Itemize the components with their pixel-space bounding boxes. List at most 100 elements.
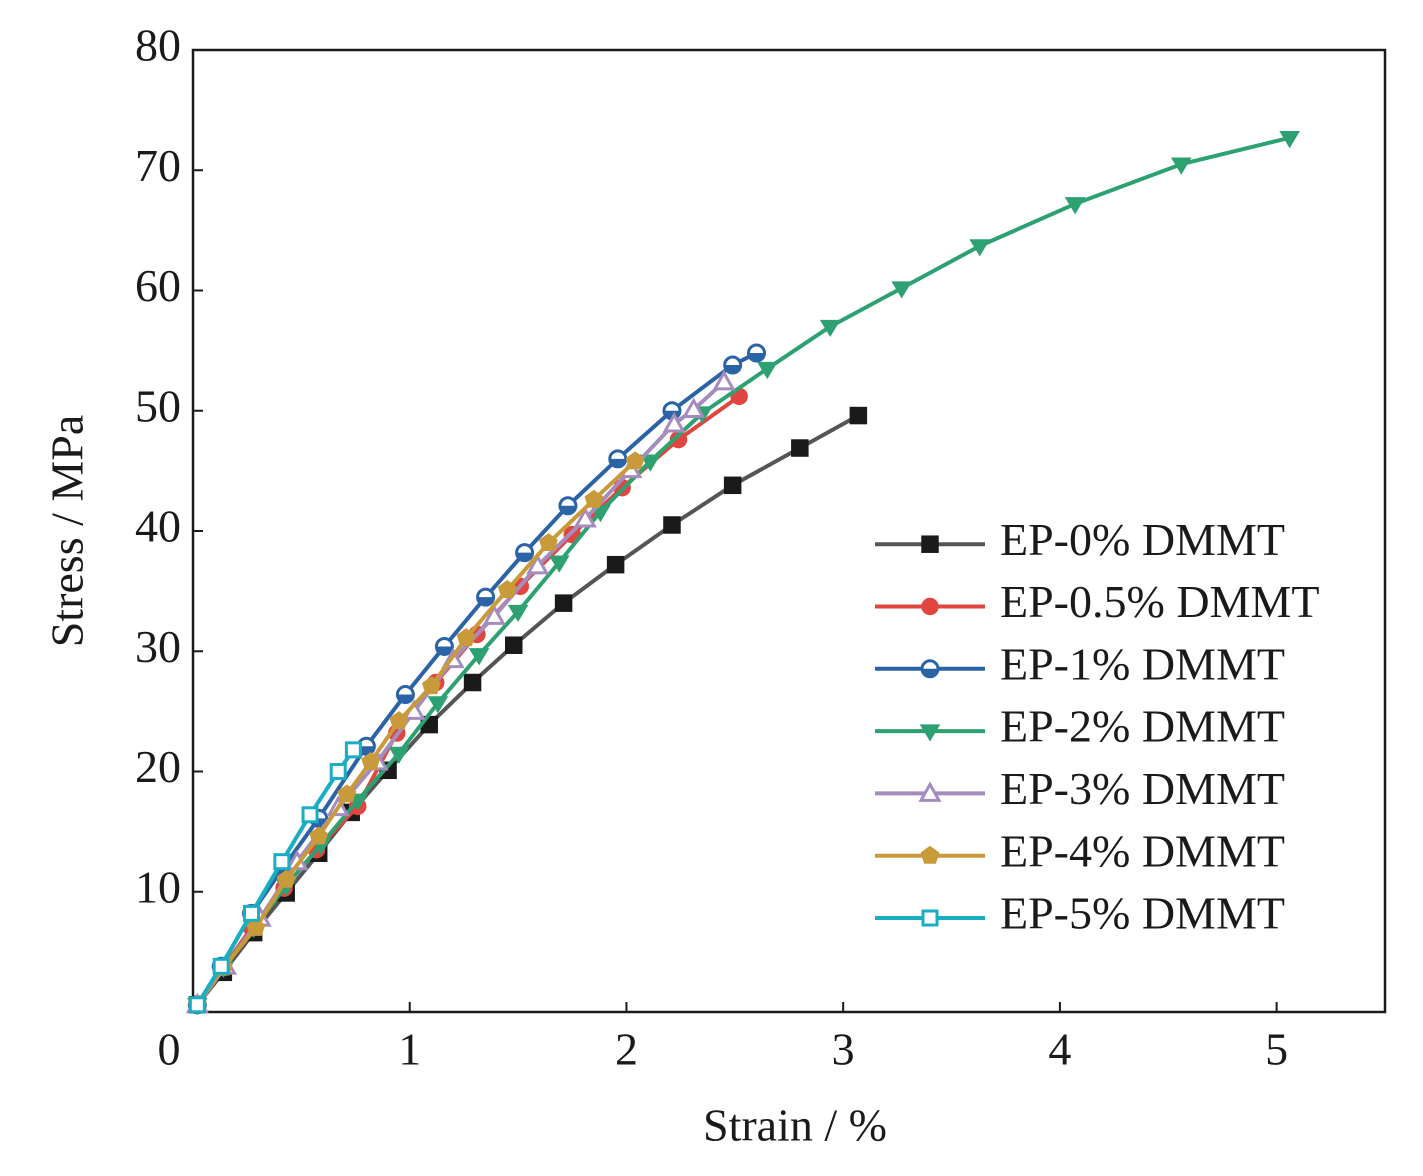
marker-shape [918, 781, 942, 802]
marker [819, 319, 841, 338]
x-tick-label: 3 [832, 1024, 855, 1075]
legend-label: EP-5% DMMT [1000, 888, 1285, 939]
marker-shape [748, 353, 765, 362]
marker-shape [388, 746, 410, 764]
marker [388, 746, 410, 764]
marker [463, 673, 482, 692]
marker-shape [212, 957, 230, 975]
marker [921, 597, 939, 616]
y-axis-label: Stress / MPa [42, 415, 93, 648]
marker [246, 917, 266, 936]
series-line [195, 394, 741, 1006]
marker-shape [723, 476, 742, 495]
marker [427, 696, 449, 714]
marker [301, 806, 319, 824]
y-tick-label: 30 [135, 621, 181, 672]
marker-shape [819, 319, 841, 338]
marker-shape [891, 281, 913, 299]
marker-shape [329, 763, 347, 780]
marker [188, 996, 206, 1014]
marker-shape [559, 505, 576, 514]
marker [969, 239, 991, 257]
marker-shape [427, 696, 449, 714]
marker-shape [505, 636, 523, 654]
marker-shape [1064, 197, 1086, 215]
marker [639, 454, 661, 472]
marker-shape [421, 676, 441, 695]
marker-shape [482, 604, 506, 625]
marker [344, 741, 362, 759]
marker-shape [919, 724, 941, 742]
marker-shape [361, 751, 381, 770]
marker-shape [301, 806, 319, 824]
marker [395, 685, 415, 705]
marker-shape [548, 555, 570, 573]
marker [920, 659, 940, 679]
marker [507, 604, 529, 623]
marker [476, 587, 496, 607]
marker [791, 439, 809, 457]
marker-shape [246, 917, 266, 936]
legend-label: EP-0% DMMT [1000, 514, 1285, 565]
legend-entry: EP-5% DMMT [875, 888, 1285, 939]
marker [337, 784, 357, 803]
marker [1279, 131, 1300, 149]
marker [891, 281, 913, 299]
marker-shape [309, 826, 329, 845]
legend-entry: EP-1% DMMT [875, 638, 1285, 689]
plot-frame [191, 48, 1387, 1014]
marker [723, 476, 742, 495]
marker-shape [507, 604, 529, 623]
marker-shape [538, 533, 558, 552]
marker-shape [625, 451, 645, 470]
marker-shape [436, 646, 453, 655]
series-line [195, 459, 637, 1006]
legend-label: EP-4% DMMT [1000, 825, 1285, 876]
marker-shape [276, 869, 296, 888]
marker [273, 853, 291, 871]
marker [497, 579, 517, 598]
marker-shape [922, 668, 938, 677]
marker-shape [757, 361, 778, 380]
marker [421, 676, 441, 695]
marker-shape [609, 458, 626, 467]
marker [625, 451, 645, 470]
marker-shape [712, 369, 736, 391]
marker [329, 763, 347, 780]
marker-shape [682, 397, 706, 419]
marker-shape [554, 594, 573, 612]
legend-label: EP-1% DMMT [1000, 638, 1285, 689]
marker-shape [463, 673, 482, 692]
marker [1064, 197, 1086, 215]
legend-label: EP-3% DMMT [1000, 763, 1285, 814]
marker-shape [920, 845, 940, 864]
y-tick-label: 70 [135, 140, 181, 191]
marker-shape [584, 489, 604, 508]
y-tick-label: 20 [135, 741, 181, 792]
marker [505, 636, 523, 654]
marker-shape [468, 648, 490, 666]
marker [682, 397, 706, 419]
legend-entry: EP-3% DMMT [875, 763, 1285, 814]
marker [515, 543, 535, 563]
marker [526, 553, 550, 575]
y-tick-label: 60 [135, 260, 181, 311]
marker-shape [243, 904, 261, 922]
legend-entry: EP-4% DMMT [875, 825, 1285, 876]
marker [468, 648, 490, 666]
marker-shape [526, 553, 550, 575]
marker [434, 636, 454, 656]
marker-shape [921, 909, 939, 927]
x-tick-label: 1 [398, 1024, 421, 1075]
marker [757, 361, 778, 380]
marker [606, 555, 625, 574]
legend-entry: EP-2% DMMT [875, 701, 1285, 752]
marker-shape [344, 741, 362, 759]
marker [276, 869, 296, 888]
marker [712, 369, 736, 391]
marker-shape [921, 597, 939, 616]
marker [573, 506, 597, 528]
marker [243, 904, 261, 922]
marker-shape [477, 597, 494, 606]
marker-shape [663, 516, 681, 534]
